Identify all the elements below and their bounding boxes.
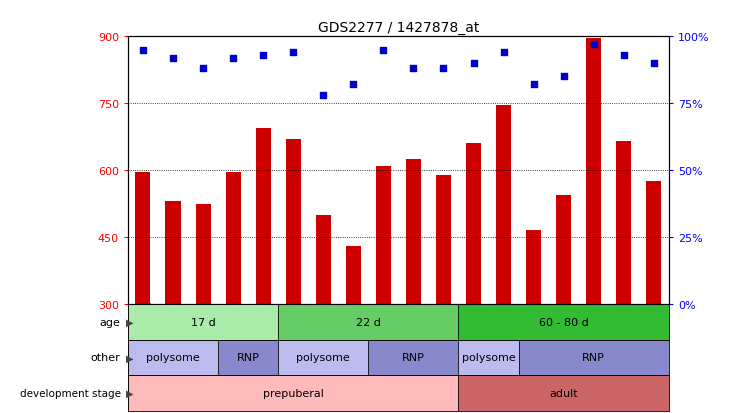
Bar <box>406 159 421 304</box>
Text: 17 d: 17 d <box>191 317 216 327</box>
Point <box>137 47 149 54</box>
Bar <box>466 144 481 304</box>
Bar <box>616 142 632 304</box>
Text: 22 d: 22 d <box>356 317 381 327</box>
Text: ▶: ▶ <box>126 388 133 398</box>
Bar <box>556 195 571 304</box>
Point <box>317 93 329 99</box>
Point <box>347 82 359 88</box>
Bar <box>436 175 451 304</box>
Text: RNP: RNP <box>402 353 425 363</box>
Bar <box>526 231 541 304</box>
Point <box>227 55 239 62</box>
Text: polysome: polysome <box>146 353 200 363</box>
Bar <box>128 340 218 375</box>
Text: age: age <box>99 317 121 327</box>
Bar <box>286 140 300 304</box>
Point <box>528 82 539 88</box>
Point <box>468 61 480 67</box>
Point <box>438 66 450 73</box>
Text: polysome: polysome <box>296 353 350 363</box>
Bar <box>279 304 458 340</box>
Text: development stage: development stage <box>20 388 121 398</box>
Point <box>377 47 389 54</box>
Bar <box>128 304 279 340</box>
Bar <box>646 182 662 304</box>
Point <box>648 61 659 67</box>
Text: RNP: RNP <box>237 353 260 363</box>
Bar <box>458 375 669 411</box>
Bar <box>376 166 391 304</box>
Point <box>287 50 299 57</box>
Text: 60 - 80 d: 60 - 80 d <box>539 317 588 327</box>
Bar <box>496 106 511 304</box>
Point <box>588 42 599 48</box>
Title: GDS2277 / 1427878_at: GDS2277 / 1427878_at <box>318 21 479 35</box>
Bar <box>518 340 669 375</box>
Point <box>618 52 629 59</box>
Bar <box>165 202 181 304</box>
Bar <box>218 340 279 375</box>
Bar <box>316 215 330 304</box>
Bar <box>256 128 270 304</box>
Text: RNP: RNP <box>583 353 605 363</box>
Text: prepuberal: prepuberal <box>262 388 324 398</box>
Text: polysome: polysome <box>462 353 515 363</box>
Point <box>197 66 209 73</box>
Bar <box>368 340 458 375</box>
Point <box>257 52 269 59</box>
Point <box>558 74 569 81</box>
Bar <box>458 340 518 375</box>
Bar <box>346 246 361 304</box>
Bar <box>458 304 669 340</box>
Point <box>408 66 420 73</box>
Bar <box>279 340 368 375</box>
Text: ▶: ▶ <box>126 317 133 327</box>
Bar <box>586 39 602 304</box>
Bar <box>128 375 458 411</box>
Point <box>167 55 179 62</box>
Bar <box>135 173 151 304</box>
Text: ▶: ▶ <box>126 353 133 363</box>
Text: adult: adult <box>550 388 578 398</box>
Bar <box>196 204 211 304</box>
Text: other: other <box>91 353 121 363</box>
Point <box>498 50 510 57</box>
Bar <box>226 173 240 304</box>
